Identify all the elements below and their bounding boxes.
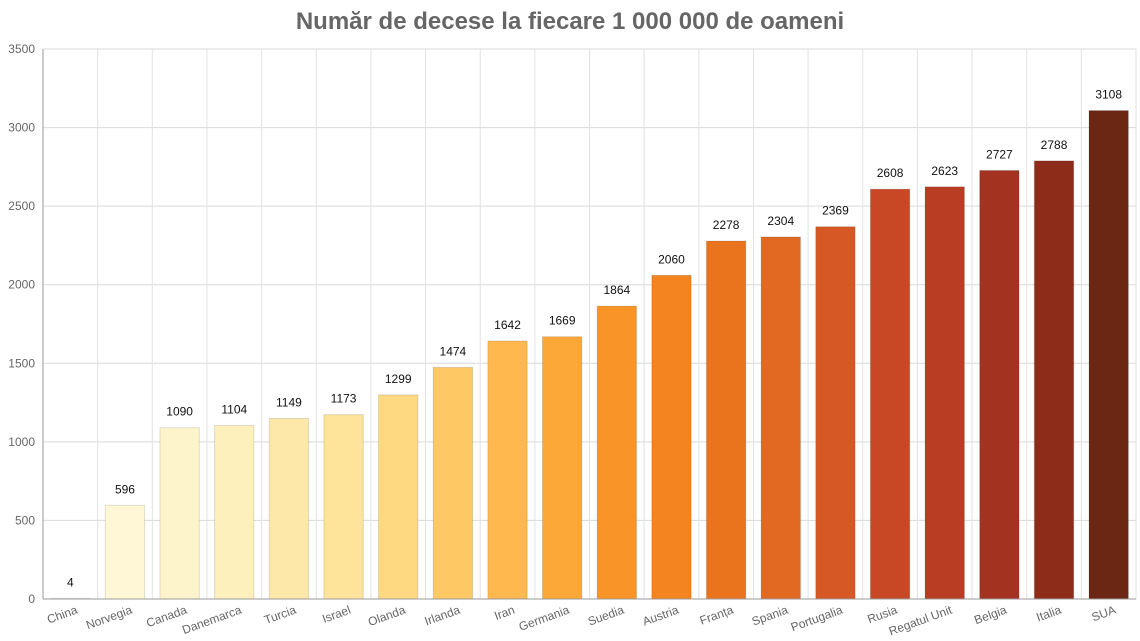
data-label: 1104 (221, 403, 247, 417)
y-tick-label: 3500 (8, 42, 35, 56)
x-tick-label: China (45, 603, 80, 627)
x-tick-label: SUA (1090, 603, 1118, 625)
x-tick-label: Franța (698, 603, 736, 628)
x-tick-label: Olanda (366, 603, 407, 630)
bar (159, 427, 200, 600)
y-tick-label: 2000 (8, 278, 35, 292)
bar (214, 425, 255, 600)
bar (705, 240, 747, 600)
bar (815, 226, 856, 600)
x-tick-label: Regatul Unit (887, 602, 954, 638)
data-labels: 4 596 1090 1104 1149 1173 1299 1474 1642 1669 1864… (67, 88, 1122, 590)
bar (487, 340, 528, 600)
bar (1088, 110, 1129, 600)
y-tick-label: 2500 (8, 199, 35, 213)
bar (104, 504, 146, 600)
data-label: 2727 (986, 147, 1013, 161)
x-tick-label: Belgia (972, 603, 1008, 628)
chart-title: Număr de decese la fiecare 1 000 000 de … (295, 8, 845, 35)
data-label: 2278 (713, 218, 740, 232)
x-tick-label: Austria (641, 603, 681, 629)
x-tick-label: Iran (492, 603, 516, 623)
y-tick-label: 0 (28, 592, 35, 606)
data-label: 2623 (931, 164, 958, 178)
data-label: 3108 (1095, 88, 1122, 102)
x-tick-label: Israel (320, 603, 352, 626)
data-label: 1864 (603, 283, 630, 297)
bar (651, 274, 692, 600)
data-label: 2369 (822, 204, 849, 218)
bar (542, 336, 583, 600)
data-label: 596 (115, 482, 135, 496)
data-label: 4 (67, 575, 74, 589)
data-label: 2788 (1041, 138, 1068, 152)
grid (42, 48, 1137, 600)
x-tick-label: Suedia (586, 603, 626, 629)
bar (760, 236, 801, 600)
data-label: 2060 (658, 252, 685, 266)
bar (596, 305, 637, 600)
data-label: 1173 (331, 392, 357, 406)
data-label: 1299 (385, 372, 412, 386)
bar (924, 186, 965, 600)
x-tick-label: Italia (1034, 603, 1063, 625)
x-tick-label: Irlanda (423, 603, 463, 629)
x-tick-label: Spania (750, 603, 790, 629)
axes (42, 49, 1136, 600)
x-tick-label: Germania (517, 603, 572, 634)
x-tick-label: Danemarca (180, 603, 243, 637)
bar (1033, 160, 1075, 600)
bar (378, 394, 419, 600)
data-label: 1149 (276, 395, 302, 409)
y-tick-label: 1000 (8, 435, 35, 449)
bar (323, 414, 364, 600)
bar (979, 169, 1020, 600)
y-tick-label: 500 (15, 513, 35, 527)
x-tick-label: Turcia (262, 603, 298, 628)
bar (268, 417, 310, 600)
bar (869, 188, 911, 600)
y-tick-label: 3000 (8, 121, 35, 135)
data-label: 1642 (494, 318, 521, 332)
bars (50, 110, 1129, 600)
y-tick-label: 1500 (8, 356, 35, 370)
x-tick-label: Norvegia (84, 603, 134, 633)
data-label: 1090 (166, 405, 193, 419)
bar (432, 366, 474, 600)
data-label: 1669 (549, 314, 576, 328)
data-label: 2304 (767, 214, 794, 228)
data-label: 2608 (877, 166, 904, 180)
x-tick-label: Portugalia (789, 603, 845, 635)
data-label: 1474 (440, 344, 467, 358)
